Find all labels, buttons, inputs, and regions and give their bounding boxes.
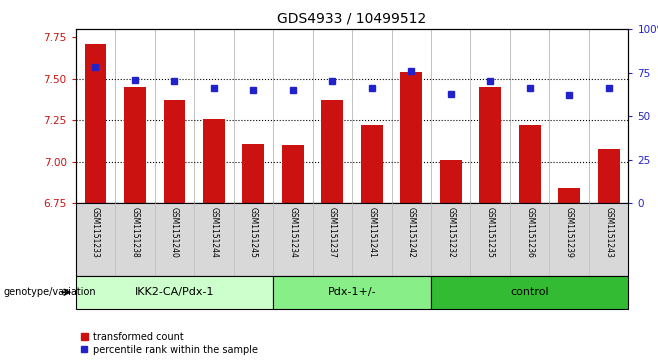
Bar: [243, 143, 265, 203]
Bar: [431, 276, 628, 309]
Title: GDS4933 / 10499512: GDS4933 / 10499512: [278, 11, 426, 25]
Text: GSM1151239: GSM1151239: [565, 207, 574, 258]
Text: GSM1151236: GSM1151236: [525, 207, 534, 258]
Text: GSM1151234: GSM1151234: [288, 207, 297, 258]
Text: GSM1151245: GSM1151245: [249, 207, 258, 258]
Bar: [401, 72, 422, 203]
Bar: [282, 145, 304, 203]
Bar: [84, 44, 107, 203]
Text: GSM1151242: GSM1151242: [407, 207, 416, 258]
Text: genotype/variation: genotype/variation: [3, 287, 96, 297]
Bar: [164, 101, 186, 203]
Bar: [480, 87, 501, 203]
Text: GSM1151232: GSM1151232: [446, 207, 455, 258]
Legend: transformed count, percentile rank within the sample: transformed count, percentile rank withi…: [80, 331, 258, 355]
Bar: [322, 101, 343, 203]
Bar: [76, 276, 273, 309]
Bar: [440, 160, 462, 203]
Text: control: control: [511, 287, 549, 297]
Text: GSM1151235: GSM1151235: [486, 207, 495, 258]
Bar: [203, 119, 225, 203]
Text: GSM1151237: GSM1151237: [328, 207, 337, 258]
Bar: [519, 125, 541, 203]
Bar: [361, 125, 383, 203]
Text: GSM1151240: GSM1151240: [170, 207, 179, 258]
Text: Pdx-1+/-: Pdx-1+/-: [328, 287, 376, 297]
Text: GSM1151244: GSM1151244: [209, 207, 218, 258]
Text: GSM1151233: GSM1151233: [91, 207, 100, 258]
Bar: [273, 276, 431, 309]
Text: GSM1151243: GSM1151243: [604, 207, 613, 258]
Bar: [124, 87, 146, 203]
Text: GSM1151241: GSM1151241: [367, 207, 376, 258]
Text: IKK2-CA/Pdx-1: IKK2-CA/Pdx-1: [135, 287, 214, 297]
Text: GSM1151238: GSM1151238: [130, 207, 139, 258]
Bar: [559, 188, 580, 203]
Bar: [598, 148, 620, 203]
